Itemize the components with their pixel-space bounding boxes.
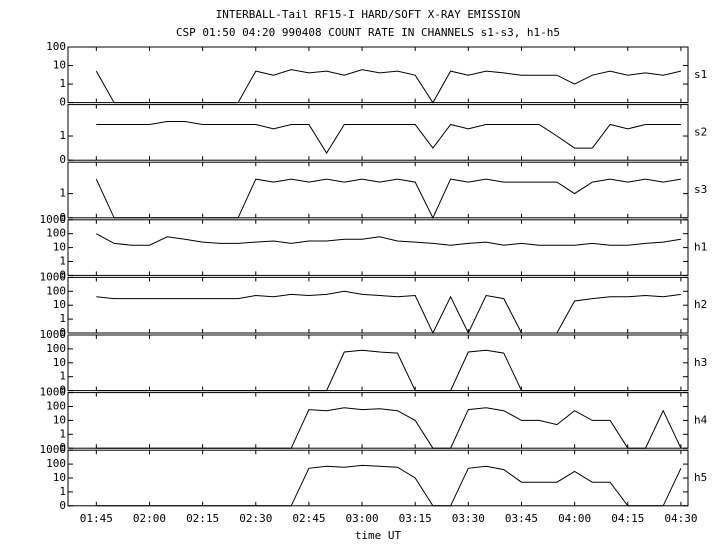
y-tick-label: 0 (59, 268, 66, 281)
panel-frame (67, 276, 689, 334)
y-tick-label: 10 (53, 413, 66, 426)
series-name: h4 (694, 413, 708, 426)
y-tick-label: 1000 (40, 213, 67, 226)
series-name: s1 (694, 68, 707, 81)
y-tick-label: 1 (59, 255, 66, 268)
y-tick-label: 10 (53, 356, 66, 369)
x-tick-label: 02:45 (292, 512, 325, 525)
y-tick-label: 1 (59, 77, 66, 90)
y-tick-label: 10 (53, 241, 66, 254)
y-tick-label: 1000 (40, 270, 67, 283)
y-tick-label: 100 (46, 457, 66, 470)
y-tick-label: 0 (59, 441, 66, 454)
data-line (96, 464, 682, 507)
y-tick-label: 0 (59, 211, 66, 224)
x-tick-label: 03:15 (399, 512, 432, 525)
x-tick-label: 04:30 (664, 512, 697, 525)
x-tick-label: 04:15 (611, 512, 644, 525)
series-name: s2 (694, 125, 707, 138)
y-tick-label: 10 (53, 298, 66, 311)
x-tick-label: 03:00 (345, 512, 378, 525)
series-name: h3 (694, 356, 707, 369)
y-tick-label: 1000 (40, 328, 67, 341)
data-line (96, 349, 681, 392)
x-tick-label: 02:30 (239, 512, 272, 525)
series-name: h5 (694, 471, 707, 484)
series-name: h1 (694, 241, 707, 254)
y-tick-label: 0 (59, 153, 66, 166)
y-tick-label: 100 (46, 40, 66, 53)
y-tick-label: 1 (59, 370, 66, 383)
panel-frame (67, 104, 689, 161)
panel-frame (67, 449, 689, 507)
y-tick-label: 1 (59, 427, 66, 440)
y-tick-label: 1 (59, 187, 66, 200)
data-line (95, 69, 682, 104)
x-axis-label: time UT (355, 529, 402, 542)
series-name: h2 (694, 298, 707, 311)
y-tick-label: 0 (59, 326, 66, 339)
chart-title: INTERBALL-Tail RF15-I HARD/SOFT X-RAY EM… (216, 8, 521, 21)
panel-frame (67, 46, 689, 104)
panel-frame (67, 334, 689, 392)
y-tick-label: 1 (59, 129, 66, 142)
y-tick-label: 100 (46, 284, 66, 297)
x-tick-label: 02:15 (186, 512, 219, 525)
data-line (95, 178, 681, 219)
x-tick-label: 03:45 (505, 512, 538, 525)
data-line (96, 407, 682, 449)
y-tick-label: 100 (46, 227, 66, 240)
x-tick-label: 02:00 (133, 512, 166, 525)
y-tick-label: 0 (59, 96, 66, 109)
x-tick-label: 04:00 (558, 512, 591, 525)
data-line (96, 290, 681, 335)
data-line (96, 233, 681, 246)
y-tick-label: 1000 (40, 443, 67, 456)
panel-frame (67, 219, 689, 276)
data-line (96, 121, 681, 154)
y-tick-label: 10 (53, 59, 66, 72)
y-tick-label: 0 (59, 384, 66, 397)
y-tick-label: 100 (46, 400, 66, 413)
series-name: s3 (694, 183, 707, 196)
panel-frame (67, 161, 689, 219)
y-tick-label: 100 (46, 342, 66, 355)
y-tick-label: 0 (59, 499, 66, 512)
x-tick-label: 01:45 (80, 512, 113, 525)
y-tick-label: 1000 (40, 386, 67, 399)
x-tick-label: 03:30 (452, 512, 485, 525)
y-tick-label: 10 (53, 471, 66, 484)
chart-subtitle: CSP 01:50 04:20 990408 COUNT RATE IN CHA… (176, 26, 560, 39)
y-tick-label: 1 (59, 485, 66, 498)
y-tick-label: 1 (59, 312, 66, 325)
